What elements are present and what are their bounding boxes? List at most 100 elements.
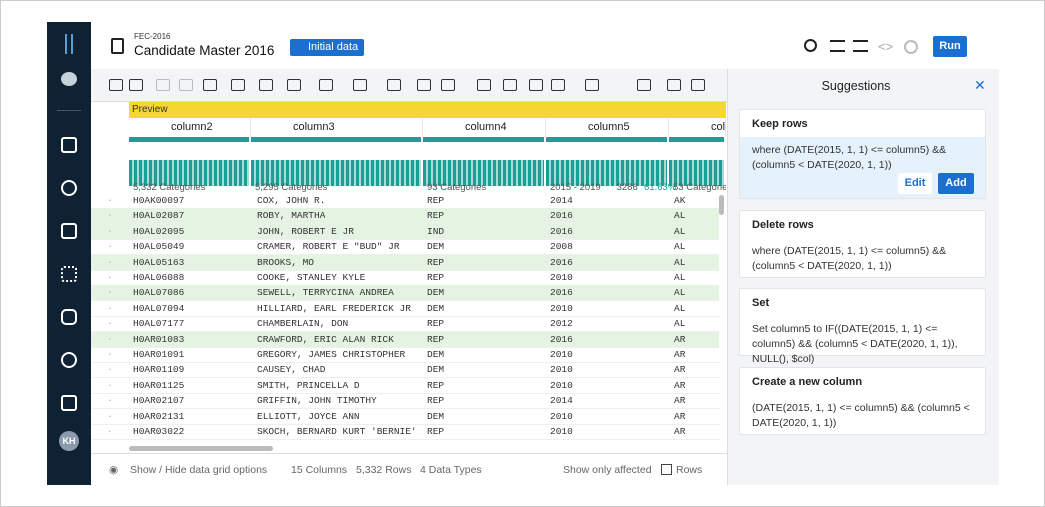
toolbar-button[interactable]: [691, 79, 705, 91]
suggestion-card[interactable]: Delete rows where (DATE(2015, 1, 1) <= co…: [739, 210, 986, 278]
toolbar-button[interactable]: [353, 79, 367, 91]
data-row: · H0AR03022 SKOCH, BERNARD KURT 'BERNIE' RE…: [91, 424, 719, 440]
type-icon: [546, 118, 568, 137]
toolbar-button[interactable]: [503, 79, 517, 91]
nav-flows[interactable]: [61, 180, 77, 196]
histogram: [423, 137, 544, 186]
cell: AR: [674, 410, 686, 422]
data-row: · H0AR01083 CRAWFORD, ERIC ALAN RICK REP 201…: [91, 331, 719, 348]
toolbar-button[interactable]: [551, 79, 565, 91]
histogram: [129, 137, 249, 186]
data-row: · H0AR02131 ELLIOTT, JOYCE ANN DEM 2010 AR: [91, 409, 719, 425]
cell: H0AL07094: [133, 302, 185, 314]
checkbox[interactable]: [661, 464, 672, 475]
cell: REP: [427, 272, 445, 283]
suggestion-card[interactable]: Set Set column5 to IF((DATE(2015, 1, 1) <…: [739, 288, 986, 365]
card-title: Delete rows: [752, 219, 814, 231]
toolbar-button[interactable]: [667, 79, 681, 91]
toolbar-button[interactable]: [179, 79, 193, 91]
badge[interactable]: Initial data: [290, 39, 365, 56]
toolbar-button[interactable]: [637, 79, 651, 91]
column-name[interactable]: column5: [568, 118, 669, 137]
cell: DEM: [427, 302, 445, 314]
histogram: [669, 137, 724, 186]
column-stat: 61.63%: [644, 182, 677, 193]
toolbar-button[interactable]: [287, 79, 301, 91]
cell: AL: [674, 318, 686, 330]
toolbar-button[interactable]: [477, 79, 491, 91]
nav-home[interactable]: [61, 137, 77, 153]
toolbar-button[interactable]: [319, 79, 333, 91]
divider: [57, 110, 81, 111]
toolbar-button[interactable]: [417, 79, 431, 91]
grid-options[interactable]: Show / Hide data grid options: [130, 464, 268, 476]
run-button[interactable]: Run: [933, 36, 967, 57]
data-row: · H0AK00097 COX, JOHN R. REP 2014 AK: [91, 193, 719, 209]
search-icon[interactable]: [804, 39, 817, 52]
card-text: where (DATE(2015, 1, 1) <= column5) && (…: [752, 144, 947, 171]
cell: CRAWFORD, ERIC ALAN RICK: [257, 333, 394, 345]
row-marker: ·: [107, 195, 113, 206]
h-scrollbar[interactable]: [129, 446, 273, 451]
rows-toggle[interactable]: Rows: [676, 464, 703, 476]
list-icon[interactable]: [830, 40, 845, 52]
recipe-title[interactable]: Candidate Master 2016: [134, 43, 275, 58]
cell: AL: [674, 225, 686, 237]
card-header: [740, 110, 985, 137]
cell: H0AR01083: [133, 333, 185, 345]
toolbar-button[interactable]: [387, 79, 401, 91]
column-name[interactable]: column3: [273, 118, 423, 137]
toolbar-button[interactable]: [259, 79, 273, 91]
cell: COOKE, STANLEY KYLE: [257, 272, 366, 283]
cell: ROBY, MARTHA: [257, 210, 326, 222]
row-marker: ·: [107, 426, 113, 437]
type-icon: [669, 118, 691, 137]
toolbar-button[interactable]: [109, 79, 123, 91]
avatar[interactable]: KH: [59, 431, 79, 451]
add-button[interactable]: Add: [938, 173, 974, 194]
toolbar-button[interactable]: [203, 79, 217, 91]
pin-icon[interactable]: [904, 40, 918, 54]
cell: 2016: [550, 256, 573, 268]
nav-jobs[interactable]: [61, 223, 77, 239]
cell: H0AL02095: [133, 225, 185, 237]
cell: H0AL02087: [133, 210, 185, 222]
nav-runs[interactable]: [61, 352, 77, 368]
suggestion-card[interactable]: Keep rows where (DATE(2015, 1, 1) <= colu…: [739, 109, 986, 199]
cell: 2010: [550, 426, 573, 437]
toolbar-button[interactable]: [156, 79, 170, 91]
cell: H0AR01109: [133, 364, 185, 376]
column-name[interactable]: col: [691, 118, 726, 137]
cell: DEM: [427, 349, 445, 360]
cell: 2010: [550, 379, 573, 391]
toolbar: [91, 69, 727, 102]
column-name[interactable]: column2: [151, 118, 251, 137]
dataset-name: FEC-2016: [134, 32, 171, 41]
column-stat: 5,295 Categories: [255, 182, 328, 193]
close-button[interactable]: ✕: [974, 77, 986, 93]
nav-library[interactable]: [61, 266, 77, 282]
toolbar-button[interactable]: [529, 79, 543, 91]
v-scrollbar[interactable]: [719, 195, 724, 215]
edit-button[interactable]: Edit: [898, 173, 932, 194]
toolbar-button[interactable]: [231, 79, 245, 91]
cell: H0AR01125: [133, 379, 185, 391]
cell: REP: [427, 333, 445, 345]
nav-icon[interactable]: [61, 72, 77, 86]
type-count: 4 Data Types: [420, 464, 482, 476]
data-row: · H0AL05049 CRAMER, ROBERT E "BUD" JR DEM 20…: [91, 239, 719, 256]
cell: AL: [674, 302, 686, 314]
code-icon[interactable]: <>: [878, 39, 894, 54]
cell: H0AL07086: [133, 287, 185, 299]
sidebar: [47, 22, 91, 485]
toolbar-button[interactable]: [129, 79, 143, 91]
data-row: · H0AR01125 SMITH, PRINCELLA D REP 2010 AR: [91, 378, 719, 394]
steps-icon[interactable]: [853, 40, 868, 52]
nav-schedule[interactable]: [61, 395, 77, 411]
column-name[interactable]: column4: [445, 118, 546, 137]
cell: DEM: [427, 287, 445, 299]
suggestion-card[interactable]: Create a new column (DATE(2015, 1, 1) <= …: [739, 367, 986, 435]
toolbar-button[interactable]: [441, 79, 455, 91]
nav-data[interactable]: [61, 309, 77, 325]
toolbar-button[interactable]: [585, 79, 599, 91]
